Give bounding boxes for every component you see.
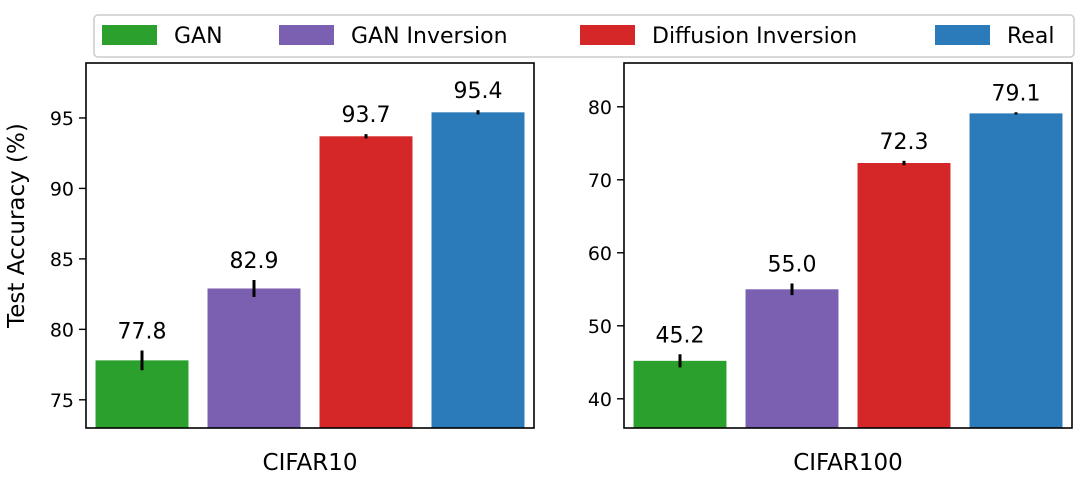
x-axis-label: CIFAR100 <box>793 450 903 476</box>
y-tick-label: 40 <box>588 389 612 411</box>
bar <box>857 163 951 428</box>
legend-entry: Real <box>935 24 1054 49</box>
bar <box>633 360 727 428</box>
data-label: 72.3 <box>880 130 929 155</box>
y-axis-label: Test Accuracy (%) <box>4 123 30 329</box>
y-tick-label: 80 <box>588 97 612 119</box>
legend-entry: GAN Inversion <box>279 24 508 49</box>
x-axis-label: CIFAR10 <box>263 450 358 476</box>
y-tick-label: 50 <box>588 316 612 338</box>
y-tick-label: 75 <box>50 390 74 412</box>
bar <box>207 288 301 428</box>
data-label: 79.1 <box>992 81 1041 106</box>
legend: GAN GAN Inversion Diffusion Inversion Real <box>93 14 1075 58</box>
panel-cifar10: 77.8 82.9 93.7 95.4 75 80 85 90 95 CIFAR10 Test Ac… <box>4 62 535 476</box>
legend-label: Real <box>1007 24 1054 49</box>
data-label: 45.2 <box>656 323 705 348</box>
y-tick-label: 80 <box>50 319 74 341</box>
legend-label: GAN Inversion <box>351 24 508 49</box>
bar <box>969 113 1063 429</box>
bar <box>95 360 189 428</box>
legend-entry: Diffusion Inversion <box>580 24 857 49</box>
data-label: 95.4 <box>454 79 503 104</box>
legend-swatch <box>935 25 990 45</box>
panel-cifar100: 45.2 55.0 72.3 79.1 40 50 60 70 80 CIFAR100 <box>588 62 1073 476</box>
bar <box>431 112 525 428</box>
y-tick-label: 85 <box>50 249 74 271</box>
y-tick-label: 60 <box>588 243 612 265</box>
legend-swatch <box>580 25 635 45</box>
legend-swatch <box>279 25 334 45</box>
legend-entry: GAN <box>102 24 223 49</box>
y-tick-label: 90 <box>50 178 74 200</box>
legend-swatch <box>102 25 157 45</box>
legend-label: Diffusion Inversion <box>652 24 857 49</box>
bar <box>319 136 413 428</box>
y-tick-label: 95 <box>50 108 74 130</box>
axes-frame <box>85 62 535 429</box>
legend-label: GAN <box>174 24 223 49</box>
data-label: 82.9 <box>230 249 279 274</box>
axes-frame <box>623 62 1073 429</box>
data-label: 93.7 <box>342 103 391 128</box>
bar <box>745 289 839 428</box>
data-label: 77.8 <box>118 319 167 344</box>
data-label: 55.0 <box>768 252 817 277</box>
y-tick-label: 70 <box>588 170 612 192</box>
